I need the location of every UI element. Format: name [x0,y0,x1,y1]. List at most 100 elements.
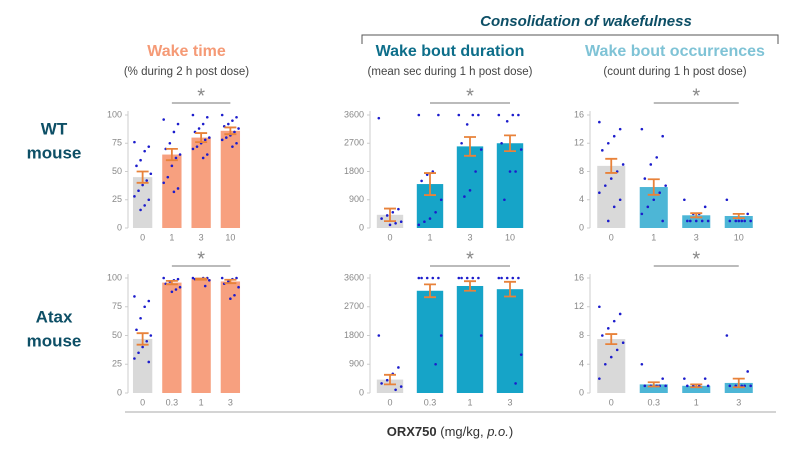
data-point [598,191,601,194]
data-point [220,138,224,142]
y-tick-label: 0 [117,222,122,232]
data-point [497,276,501,280]
data-point [700,219,704,223]
data-point [428,217,432,220]
y-tick-label: 12 [574,301,584,311]
bar [416,290,444,393]
bracket [361,34,779,44]
data-point [606,327,610,330]
data-point [397,207,400,211]
row-label: WT [41,119,68,138]
data-point [201,156,205,160]
data-point [147,198,151,202]
data-point [147,360,151,364]
bar [191,279,211,393]
data-point [176,187,180,190]
data-point [725,198,729,202]
data-point [237,285,240,289]
data-point [683,377,686,380]
data-point [229,297,232,301]
data-point [505,119,509,123]
data-point [399,385,403,388]
data-point [143,149,146,153]
x-tick-label: 10 [505,232,515,242]
data-point [740,219,744,223]
error-bar [732,377,745,389]
y-tick-label: 3600 [344,109,364,119]
x-tick-label: 1 [169,232,174,242]
data-point [201,122,205,126]
data-point [139,208,142,212]
data-point [385,214,389,217]
data-point [394,388,397,392]
data-point [141,345,144,349]
data-point [176,122,180,126]
data-point [646,205,650,209]
data-point [457,276,461,280]
data-point [205,153,209,156]
data-point [197,127,201,130]
data-point [135,164,138,168]
data-point [683,198,686,202]
data-point [503,198,506,202]
data-point [149,172,153,176]
data-point [652,198,656,202]
x-tick-label: 0 [609,397,614,407]
data-point [500,276,503,280]
data-point [233,293,236,297]
data-point [237,127,240,130]
data-point [640,212,644,216]
data-point [609,177,613,180]
data-point [203,284,207,288]
error-bar [504,280,516,298]
error-bar [384,207,396,222]
data-point [135,328,138,332]
significance: * [692,85,700,107]
data-point [749,219,752,223]
panel-title: Wake bout occurrences [585,43,765,60]
y-tick-label: 8 [579,330,584,340]
data-point [178,153,182,156]
data-point [649,163,653,166]
data-point [220,276,224,280]
data-point [431,276,435,280]
y-tick-label: 16 [574,109,584,119]
data-point [474,170,477,173]
x-tick-label: 0.3 [166,397,179,407]
y-tick-label: 0 [359,222,364,232]
data-point [609,355,613,359]
data-point [431,170,435,173]
bar [220,130,241,228]
significance: * [466,85,474,107]
bar [496,289,524,393]
data-point [420,179,423,183]
error-bar [136,332,149,346]
data-point [477,113,480,117]
data-point [388,223,392,227]
data-point [220,113,224,117]
error-bar [424,172,436,196]
x-tick-label: 10 [734,232,744,242]
data-point [178,285,182,289]
data-point [227,280,230,283]
data-point [434,362,437,366]
data-point [191,276,195,280]
error-bar [504,134,516,152]
data-point [235,115,238,119]
data-point [618,198,622,202]
x-tick-label: 0.3 [424,397,437,407]
data-point [457,113,461,117]
data-point [519,148,523,151]
panel-subtitle: (count during 1 h post dose) [603,66,746,78]
data-point [601,149,604,152]
data-point [434,211,437,214]
data-point [706,384,710,388]
data-point [203,138,207,142]
x-tick-label: 10 [225,232,235,242]
data-point [460,276,463,280]
y-tick-label: 8 [579,166,584,176]
x-tick-label: 0 [609,232,614,242]
x-tick-label: 1 [694,397,699,407]
data-point [380,382,383,385]
